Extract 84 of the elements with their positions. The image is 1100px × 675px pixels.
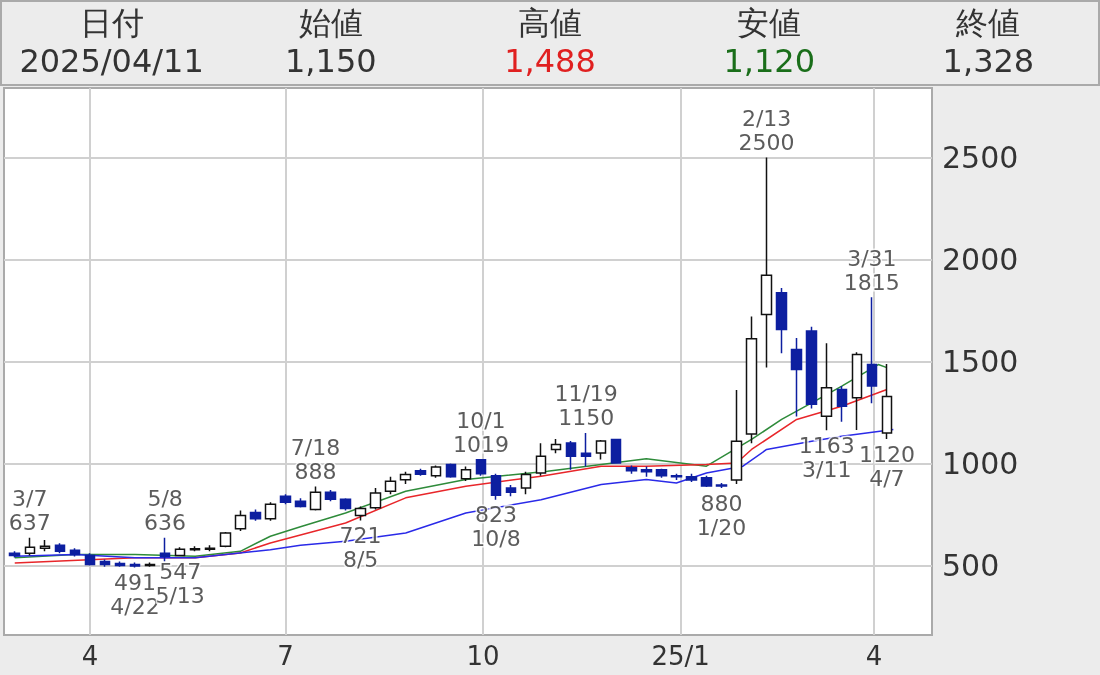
candlestick [505,484,517,497]
candlestick [99,558,111,568]
candlestick [279,493,292,506]
y-tick-label: 1000 [942,446,1019,482]
candlestick [730,389,743,485]
candlestick [490,473,502,501]
candlestick [129,561,141,569]
candlestick [851,351,863,431]
text: 1,328 [941,42,1036,80]
annotation: 1163 3/11 [798,432,855,482]
candlestick [670,473,683,481]
candlestick [84,552,96,567]
y-tick-label: 1500 [942,344,1019,379]
x-tick-label: 7 [277,641,294,671]
candlestick [610,438,622,465]
candlestick [399,470,412,485]
candlestick [339,497,352,512]
annotation: 5/8 636 [144,486,187,536]
candlestick [69,547,81,558]
candlestick [715,482,728,489]
candlestick [535,442,547,477]
candlestick [24,536,36,557]
annotation: 3/31 1815 [843,245,900,295]
candlestick [565,440,577,471]
candlestick [475,458,487,477]
candlestick [234,509,247,532]
annotation: 1120 4/7 [858,441,915,491]
candlestick [790,337,803,418]
candlestick [219,531,232,548]
candlestick [745,315,758,444]
text: 高値 [517,4,583,42]
annotation: 880 1/20 [696,490,747,540]
annotation: 7/18 888 [290,434,341,484]
candlestick [685,473,698,483]
candlestick [264,501,277,522]
annotation: 2/13 2500 [738,105,795,155]
y-tick-label: 500 [942,548,1000,584]
text: 始値 [297,4,364,42]
candlestick [760,156,773,369]
candlestick [54,542,66,555]
candlestick [775,287,788,355]
x-tick-label: 25/1 [651,641,710,671]
text: 2025/04/11 [18,42,205,80]
candlestick [174,546,186,557]
candlestick [384,476,397,495]
candlestick [430,464,442,479]
candlestick [836,385,848,423]
candlestick [249,508,262,522]
candlestick [700,475,713,488]
text: 1,120 [722,42,816,80]
candlestick [39,539,51,553]
candlestick [324,489,337,503]
text: 日付 [78,4,145,42]
candlestick [550,438,562,455]
candlestick [189,545,201,553]
text: 安値 [736,4,803,42]
candlestick [805,326,818,410]
y-tick-label: 2500 [942,139,1019,175]
candlestick [369,487,382,511]
candlestick [595,439,607,461]
candlestick [309,485,322,512]
annotation: 3/7 637 [8,486,51,536]
annotation: 823 10/8 [471,502,521,552]
text: 1,150 [284,42,378,80]
y-tick-label: 2000 [942,241,1019,277]
annotation: 10/1 1019 [452,408,509,458]
x-tick-label: 4 [865,641,883,671]
candlestick [294,497,307,509]
text: 終値 [955,4,1022,42]
candlestick [460,465,472,482]
candlestick [414,467,427,477]
candlestick [866,296,878,405]
candlestick [881,363,893,440]
candlestick [520,470,532,495]
candlestick [445,462,457,479]
candlestick [655,467,668,479]
candlestick [354,505,367,522]
annotation: 11/19 1150 [554,381,618,431]
candlestick [580,432,592,468]
candlestick [820,342,833,432]
candlestick [159,537,171,563]
x-tick-label: 4 [81,641,99,671]
text: 1,488 [503,42,597,80]
x-tick-label: 10 [466,641,500,671]
